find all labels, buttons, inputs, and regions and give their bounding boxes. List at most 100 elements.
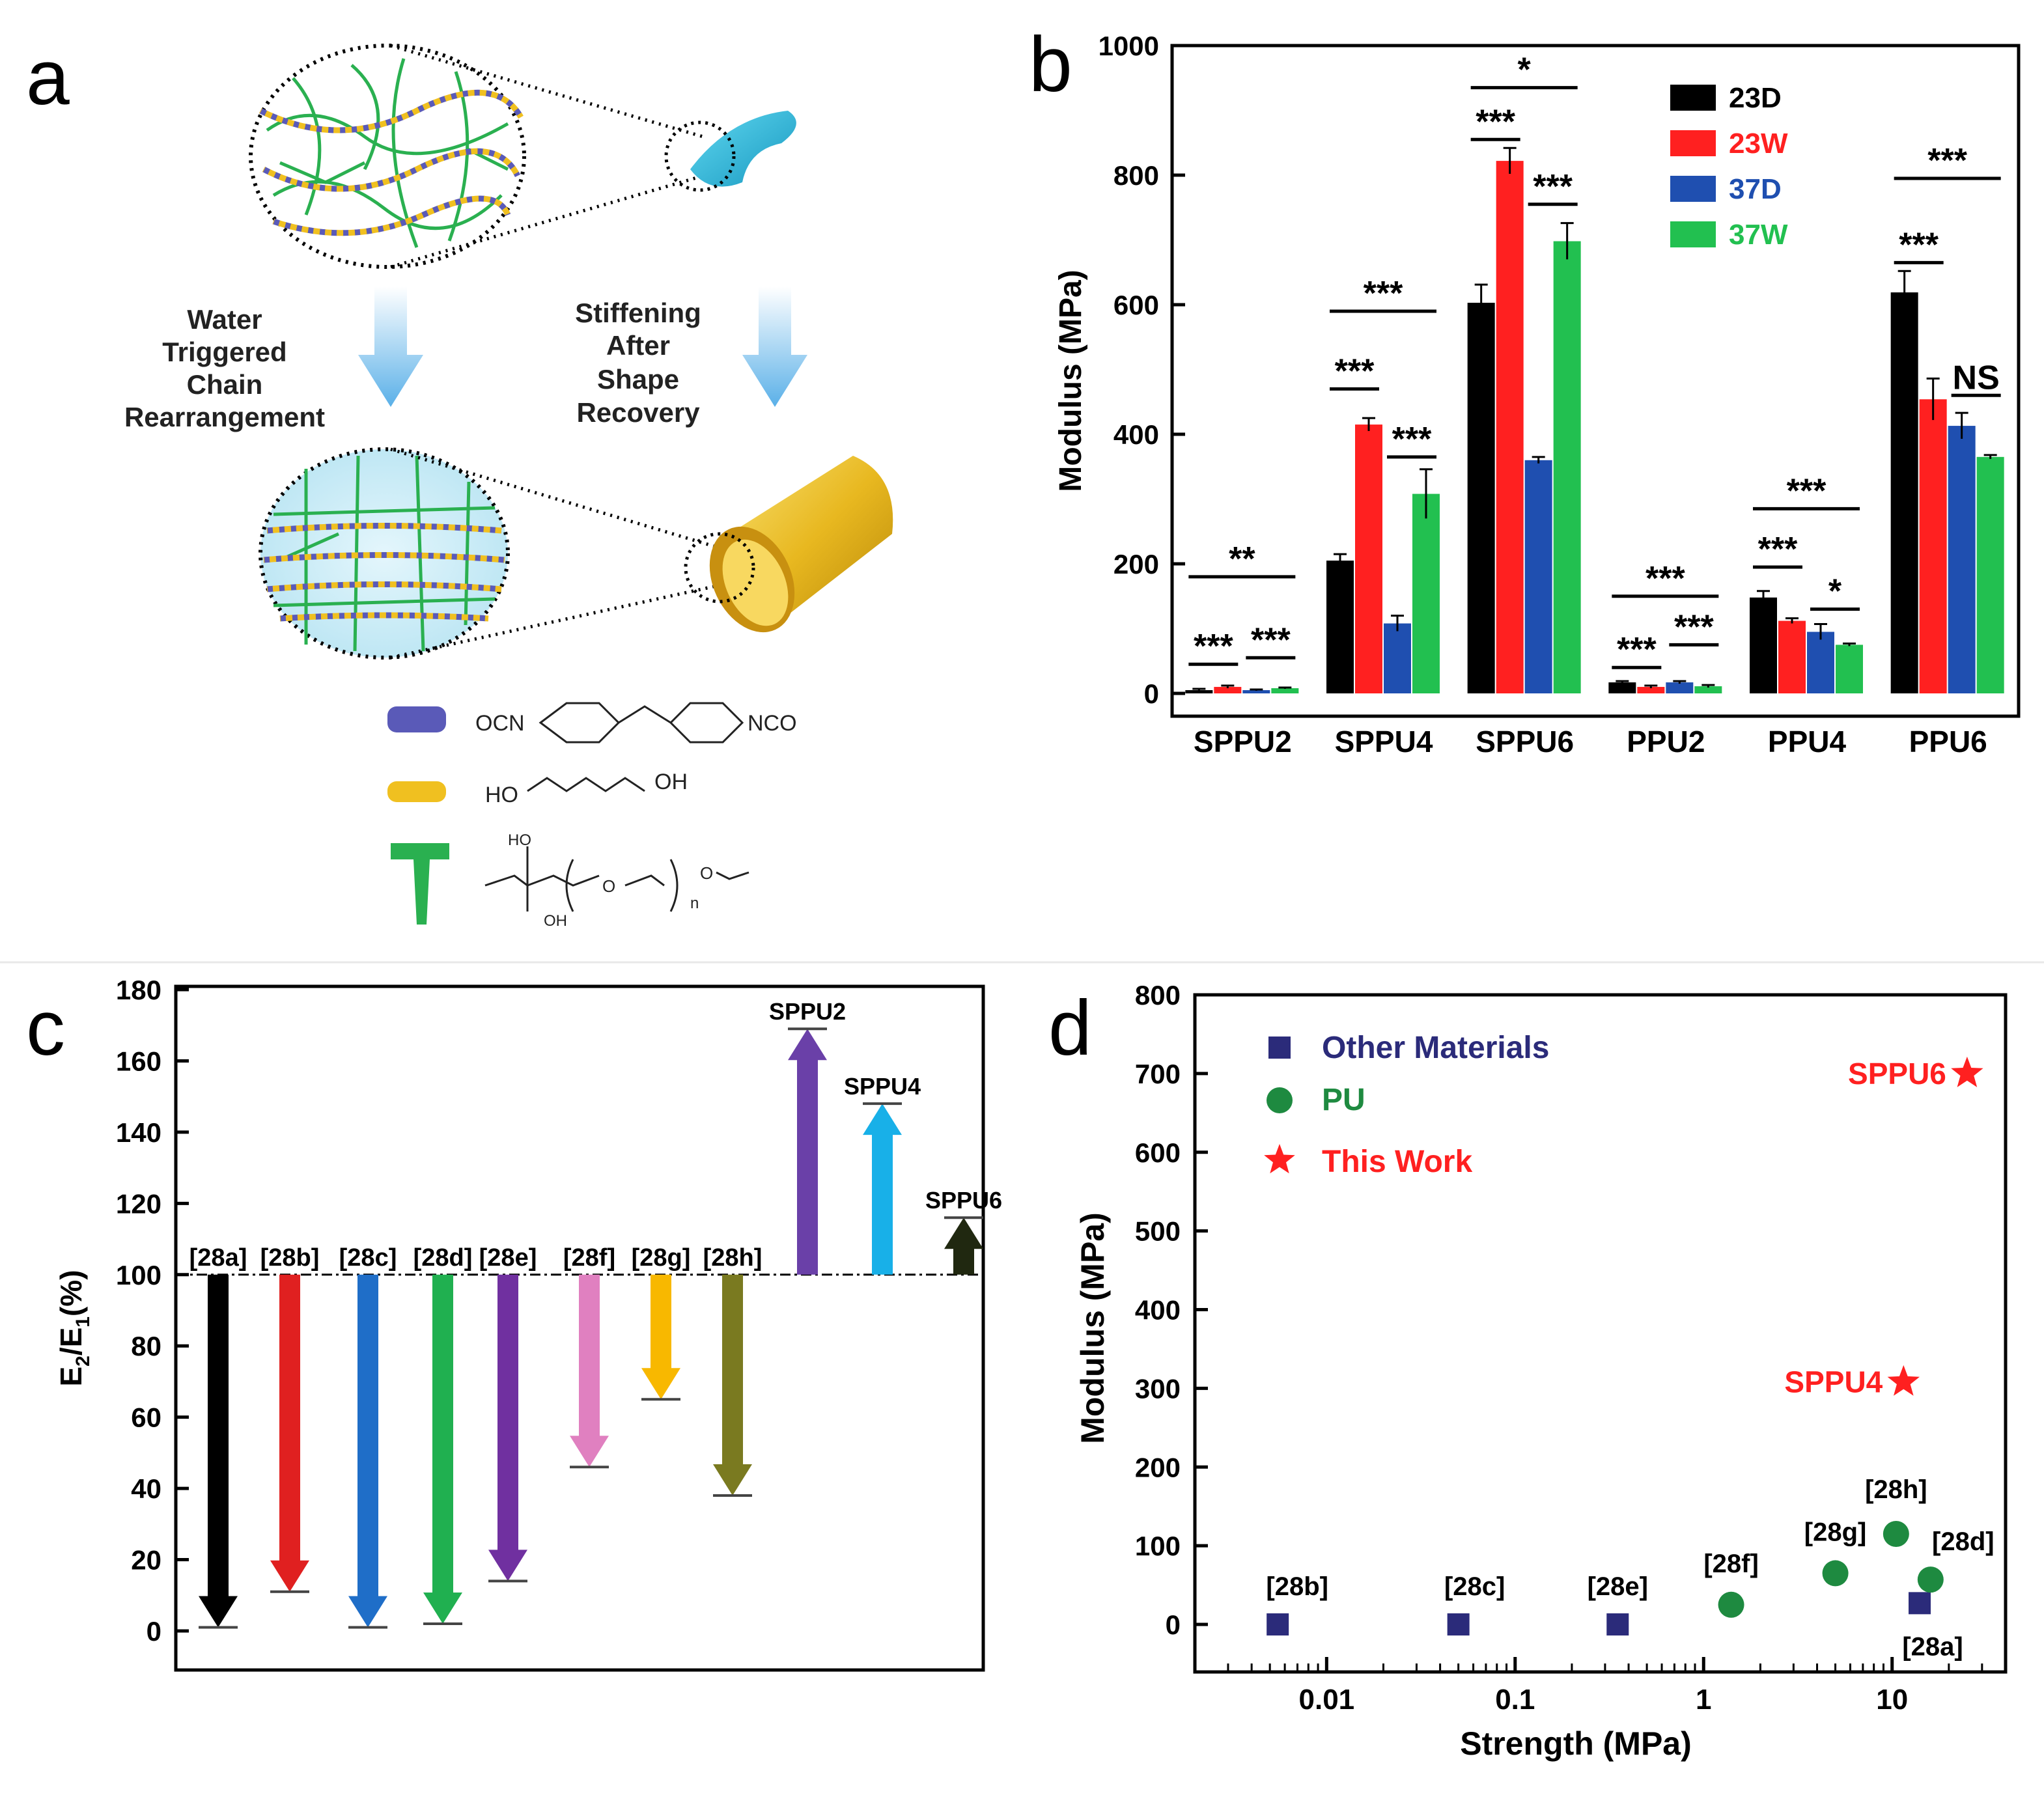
legend-swatch-23D (1670, 85, 1716, 111)
ytick-label-c: 20 (131, 1545, 161, 1576)
ytick-label-d: 200 (1135, 1452, 1181, 1482)
formula-oh: OH (654, 770, 688, 794)
formula-peg-oh: OH (544, 912, 567, 930)
panel-c: c E2/E1(%) 0 20 40 60 80 100 120 140 160 180 [28a… (26, 975, 1002, 1672)
legend-label-other: Other Materials (1322, 1031, 1549, 1065)
formula-ho: HO (485, 783, 518, 807)
ytick-label-c: 60 (131, 1402, 161, 1433)
arrow-SPPU4 (863, 1104, 902, 1275)
panel-label-a: a (26, 34, 70, 121)
bar-23D-SPPU6 (1467, 303, 1495, 693)
ytick-label-d: 300 (1135, 1373, 1181, 1404)
categories-b: SPPU2 SPPU4 SPPU6 PPU2 PPU4 PPU6 (1194, 725, 1987, 758)
significance-label: *** (1335, 352, 1375, 390)
peg-structure (484, 846, 749, 912)
ytick-label-b: 0 (1144, 678, 1159, 709)
plot-frame-d (1193, 993, 2008, 1674)
ytick-label-c: 0 (147, 1616, 161, 1647)
legend-marker-other (1268, 1037, 1291, 1059)
ytick-label-d: 100 (1135, 1531, 1181, 1561)
point-label: SPPU6 (1848, 1057, 1946, 1091)
ytick-label-d: 400 (1135, 1295, 1181, 1326)
significance-label: *** (1674, 608, 1714, 646)
bar-23W-SPPU4 (1355, 424, 1382, 693)
panel-d: d Modulus (MPa) Strength (MPa) 0 100 200 30… (1048, 980, 2008, 1762)
arrow-[28a] (199, 1274, 238, 1628)
panel-label-b: b (1029, 21, 1072, 108)
bar-23D-SPPU4 (1326, 561, 1354, 693)
arrow-label: [28h] (703, 1244, 763, 1272)
plot-frame-b (1170, 44, 2021, 718)
down-arrow-icon-right (742, 286, 807, 407)
ytick-label-b: 600 (1113, 290, 1159, 320)
legend-marker-pu (1267, 1087, 1293, 1113)
point-label: [28d] (1932, 1527, 1995, 1556)
point-SPPU6 (1951, 1056, 1983, 1087)
legend-label-thiswork: This Work (1322, 1145, 1472, 1179)
gold-tube-icon (709, 456, 893, 633)
bar-37D-PPU4 (1807, 632, 1834, 693)
ytick-label-d: 0 (1166, 1609, 1181, 1640)
bar-23D-PPU6 (1890, 292, 1918, 694)
panel-label-c: c (26, 984, 65, 1072)
legend-label-23W: 23W (1729, 128, 1788, 160)
panel-label-d: d (1048, 984, 1092, 1072)
category-label-b: SPPU6 (1476, 725, 1574, 758)
ytick-label-b: 400 (1113, 419, 1159, 450)
arrow-label: [28d] (413, 1244, 473, 1272)
bar-37D-SPPU2 (1242, 690, 1270, 693)
bar-37W-SPPU6 (1553, 241, 1581, 693)
significance-label: *** (1787, 472, 1827, 510)
point-label: [28b] (1266, 1572, 1328, 1601)
point-label: [28a] (1902, 1632, 1963, 1661)
point-[28b] (1267, 1613, 1289, 1635)
legend-swatch-37W (1670, 221, 1716, 247)
left-caption-line2: Triggered (162, 337, 287, 367)
formula-nco: NCO (748, 711, 797, 736)
xtick-label-d: 10 (1876, 1684, 1908, 1716)
ytick-label-c: 180 (116, 975, 161, 1005)
formula-peg-n: n (690, 895, 699, 912)
bar-23W-PPU2 (1637, 687, 1665, 693)
bar-37W-SPPU2 (1271, 688, 1299, 693)
ytick-label-c: 100 (116, 1260, 161, 1290)
significance-label: *** (1476, 103, 1515, 141)
legend-label-pu: PU (1322, 1083, 1365, 1117)
arrow-[28c] (348, 1274, 387, 1628)
point-label: [28g] (1804, 1518, 1867, 1546)
significance-label: *** (1927, 142, 1967, 180)
significance-label: *** (1617, 631, 1657, 669)
point-label: SPPU4 (1784, 1365, 1883, 1399)
legend-b: 23D 23W 37D 37W (1670, 82, 1788, 251)
point-[28g] (1822, 1560, 1849, 1587)
arrow-SPPU6 (944, 1218, 983, 1275)
arrow-label: [28b] (260, 1244, 320, 1272)
yellow-segment-icon (387, 781, 446, 802)
ytick-label-c: 120 (116, 1188, 161, 1219)
point-SPPU4 (1887, 1365, 1920, 1396)
bdo-structure (527, 777, 645, 792)
arrow-[28g] (641, 1274, 680, 1400)
formula-peg-o1: O (602, 876, 615, 896)
panel-a: a (26, 34, 893, 930)
ytick-label-b: 800 (1113, 160, 1159, 191)
significance-label: *** (1758, 531, 1798, 568)
yticks-c: 0 20 40 60 80 100 120 140 160 180 (116, 975, 189, 1647)
significance-label: *** (1392, 421, 1432, 458)
bars-b (1185, 146, 2004, 694)
ytick-label-d: 700 (1135, 1059, 1181, 1089)
right-caption-line3: Shape (597, 364, 679, 395)
arrow-[28d] (423, 1274, 462, 1624)
zoom-circle-dry (249, 44, 526, 269)
ytick-label-d: 600 (1135, 1137, 1181, 1168)
arrow-label: [28f] (563, 1244, 615, 1272)
ytick-label-c: 80 (131, 1331, 161, 1361)
left-caption-line4: Rearrangement (124, 402, 325, 432)
right-caption-line2: After (606, 330, 670, 361)
bar-23W-SPPU2 (1214, 687, 1242, 693)
bar-37W-PPU6 (1976, 456, 2004, 693)
ytick-label-c: 160 (116, 1046, 161, 1076)
bar-37D-SPPU4 (1384, 623, 1411, 693)
ylabel-d: Modulus (MPa) (1074, 1212, 1111, 1444)
